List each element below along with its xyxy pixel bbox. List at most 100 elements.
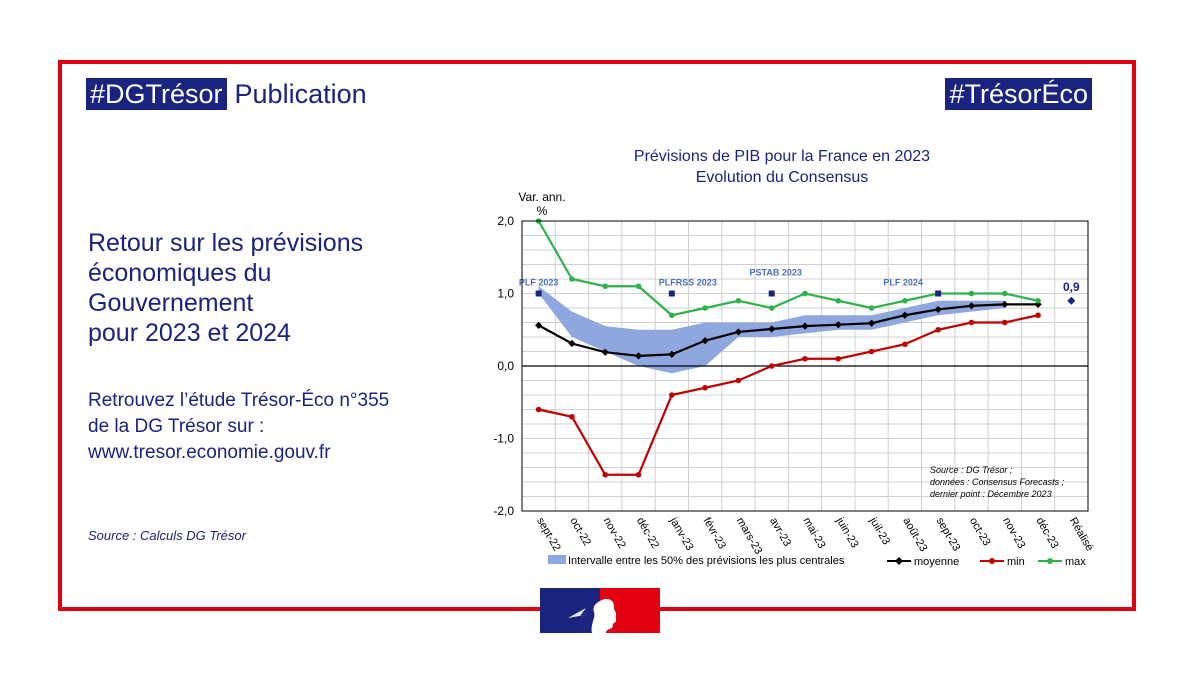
data-point-moyenne bbox=[934, 305, 942, 314]
y-tick-label: 0,0 bbox=[497, 359, 514, 373]
x-tick-label: nov-22 bbox=[601, 516, 628, 551]
brand-header: #DGTrésor Publication bbox=[86, 78, 367, 110]
data-point-moyenne bbox=[867, 319, 876, 327]
headline-line: économiques du bbox=[88, 259, 272, 287]
x-tick-label: oct-22 bbox=[567, 516, 593, 548]
data-point-min bbox=[902, 341, 908, 348]
gdp-forecast-chart: Prévisions de PIB pour la France en 2023… bbox=[493, 148, 1096, 568]
x-tick-label: déc-22 bbox=[634, 516, 661, 551]
realised-marker bbox=[1067, 296, 1076, 305]
data-point-min bbox=[669, 392, 675, 398]
gov-forecast-marker bbox=[535, 290, 542, 297]
data-point-max bbox=[1001, 290, 1008, 297]
data-point-moyenne bbox=[701, 337, 709, 345]
x-tick-label: mars-23 bbox=[734, 516, 765, 557]
marianne-profile bbox=[591, 598, 617, 633]
study-reference: Retrouvez l’étude Trésor-Éco n°355 de la… bbox=[88, 388, 468, 466]
legend-marker-moyenne bbox=[895, 557, 903, 565]
data-point-moyenne bbox=[734, 328, 743, 336]
republique-francaise-logo bbox=[540, 588, 660, 633]
brand-suffix: Publication bbox=[234, 79, 367, 109]
study-line: Retrouvez l’étude Trésor-Éco n°355 bbox=[88, 390, 390, 411]
x-tick-label: sept-23 bbox=[934, 516, 963, 554]
data-point-moyenne bbox=[901, 311, 909, 319]
data-point-max bbox=[1035, 297, 1041, 304]
y-axis-unit: % bbox=[537, 204, 548, 218]
data-point-min bbox=[968, 319, 975, 326]
data-point-min bbox=[768, 363, 775, 369]
study-line: de la DG Trésor sur : bbox=[88, 416, 265, 437]
data-point-max bbox=[635, 283, 642, 290]
data-point-min bbox=[602, 471, 609, 478]
gov-forecast-label: PLFRSS 2023 bbox=[659, 278, 717, 288]
data-point-max bbox=[902, 297, 908, 304]
data-point-moyenne bbox=[834, 321, 842, 329]
series-line-min bbox=[538, 314, 1039, 476]
x-tick-label: déc-23 bbox=[1033, 516, 1060, 551]
data-point-max bbox=[602, 283, 609, 290]
x-tick-label: févr-23 bbox=[701, 516, 729, 552]
data-point-min bbox=[1035, 312, 1041, 319]
x-tick-label: avr-23 bbox=[767, 516, 793, 549]
headline: Retour sur les prévisions économiques du… bbox=[88, 228, 448, 348]
hashtag-tag[interactable]: #TrésorÉco bbox=[945, 78, 1092, 110]
x-tick-label: janv-23 bbox=[667, 515, 696, 553]
marianne-wind-stroke bbox=[568, 608, 590, 618]
y-tick-label: -1,0 bbox=[493, 432, 514, 446]
legend-label-max: max bbox=[1065, 556, 1086, 568]
y-tick-label: 2,0 bbox=[497, 214, 514, 228]
x-tick-label: nov-23 bbox=[1000, 516, 1027, 551]
y-tick-label: 1,0 bbox=[497, 287, 514, 301]
legend-label-moyenne: moyenne bbox=[914, 556, 959, 568]
chart-source-line: données : Consensus Forecasts ; bbox=[930, 477, 1065, 487]
brand-tag[interactable]: #DGTrésor bbox=[86, 78, 227, 110]
data-point-min bbox=[935, 326, 941, 333]
chart-source-line: Source : DG Trésor ; bbox=[930, 465, 1013, 475]
gov-forecast-label: PSTAB 2023 bbox=[750, 267, 802, 277]
data-point-max bbox=[868, 305, 875, 311]
x-tick-label: Réalisé bbox=[1067, 516, 1096, 554]
legend-marker-min bbox=[989, 558, 995, 564]
data-point-min bbox=[868, 348, 875, 355]
left-source-note: Source : Calculs DG Trésor bbox=[88, 528, 246, 543]
realised-value-label: 0,9 bbox=[1063, 280, 1080, 294]
gov-forecast-label: PLF 2024 bbox=[883, 278, 923, 288]
data-point-max bbox=[735, 297, 742, 304]
data-point-min bbox=[735, 377, 742, 384]
gov-forecast-marker bbox=[768, 290, 775, 297]
data-point-min bbox=[835, 355, 842, 362]
gov-forecast-marker bbox=[668, 290, 675, 297]
y-tick-label: -2,0 bbox=[493, 504, 514, 518]
chart-subtitle: Evolution du Consensus bbox=[696, 169, 869, 186]
data-point-min bbox=[569, 413, 575, 420]
study-url[interactable]: www.tresor.economie.gouv.fr bbox=[88, 442, 331, 463]
headline-line: Retour sur les prévisions bbox=[88, 229, 364, 257]
legend-band-label: Intervalle entre les 50% des prévisions … bbox=[568, 555, 845, 567]
chart-source-line: dernier point : Décembre 2023 bbox=[930, 489, 1052, 499]
data-point-moyenne bbox=[967, 302, 976, 310]
data-point-min bbox=[535, 406, 542, 413]
x-tick-label: juin-23 bbox=[833, 515, 860, 550]
data-point-max bbox=[569, 276, 575, 282]
x-tick-label: sept-22 bbox=[534, 516, 563, 554]
legend-band-swatch bbox=[548, 555, 566, 564]
data-point-max bbox=[835, 297, 842, 304]
chart-title: Prévisions de PIB pour la France en 2023 bbox=[634, 148, 930, 165]
legend-marker-max bbox=[1047, 558, 1053, 564]
data-point-min bbox=[1001, 319, 1008, 326]
data-point-moyenne bbox=[801, 322, 809, 330]
gov-forecast-label: PLF 2023 bbox=[519, 278, 559, 288]
logo-blue-panel bbox=[540, 588, 600, 633]
data-point-moyenne bbox=[1001, 300, 1009, 308]
data-point-max bbox=[802, 290, 808, 297]
data-point-max bbox=[768, 305, 775, 311]
data-point-min bbox=[635, 471, 642, 478]
plot-area-border bbox=[521, 220, 1089, 512]
legend-label-min: min bbox=[1007, 556, 1025, 568]
data-point-min bbox=[702, 384, 708, 391]
headline-line: Gouvernement bbox=[88, 289, 254, 317]
headline-line: pour 2023 et 2024 bbox=[88, 319, 291, 347]
data-point-min bbox=[802, 355, 808, 362]
data-point-max bbox=[968, 290, 975, 297]
x-tick-label: oct-23 bbox=[967, 516, 993, 548]
